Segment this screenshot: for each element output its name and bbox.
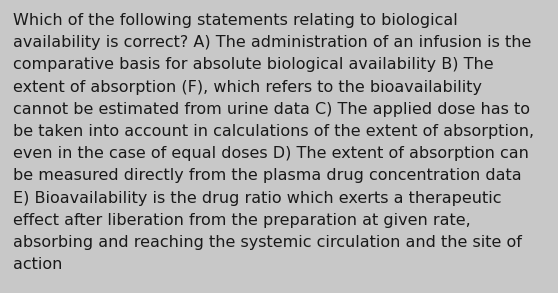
- Text: availability is correct? A) The administration of an infusion is the: availability is correct? A) The administ…: [13, 35, 531, 50]
- Text: effect after liberation from the preparation at given rate,: effect after liberation from the prepara…: [13, 213, 471, 228]
- Text: Which of the following statements relating to biological: Which of the following statements relati…: [13, 13, 458, 28]
- Text: comparative basis for absolute biological availability B) The: comparative basis for absolute biologica…: [13, 57, 494, 72]
- Text: be measured directly from the plasma drug concentration data: be measured directly from the plasma dru…: [13, 168, 522, 183]
- Text: E) Bioavailability is the drug ratio which exerts a therapeutic: E) Bioavailability is the drug ratio whi…: [13, 191, 502, 206]
- Text: absorbing and reaching the systemic circulation and the site of: absorbing and reaching the systemic circ…: [13, 235, 522, 250]
- Text: even in the case of equal doses D) The extent of absorption can: even in the case of equal doses D) The e…: [13, 146, 529, 161]
- Text: be taken into account in calculations of the extent of absorption,: be taken into account in calculations of…: [13, 124, 534, 139]
- Text: action: action: [13, 257, 62, 272]
- Text: extent of absorption (F), which refers to the bioavailability: extent of absorption (F), which refers t…: [13, 80, 482, 95]
- Text: cannot be estimated from urine data C) The applied dose has to: cannot be estimated from urine data C) T…: [13, 102, 530, 117]
